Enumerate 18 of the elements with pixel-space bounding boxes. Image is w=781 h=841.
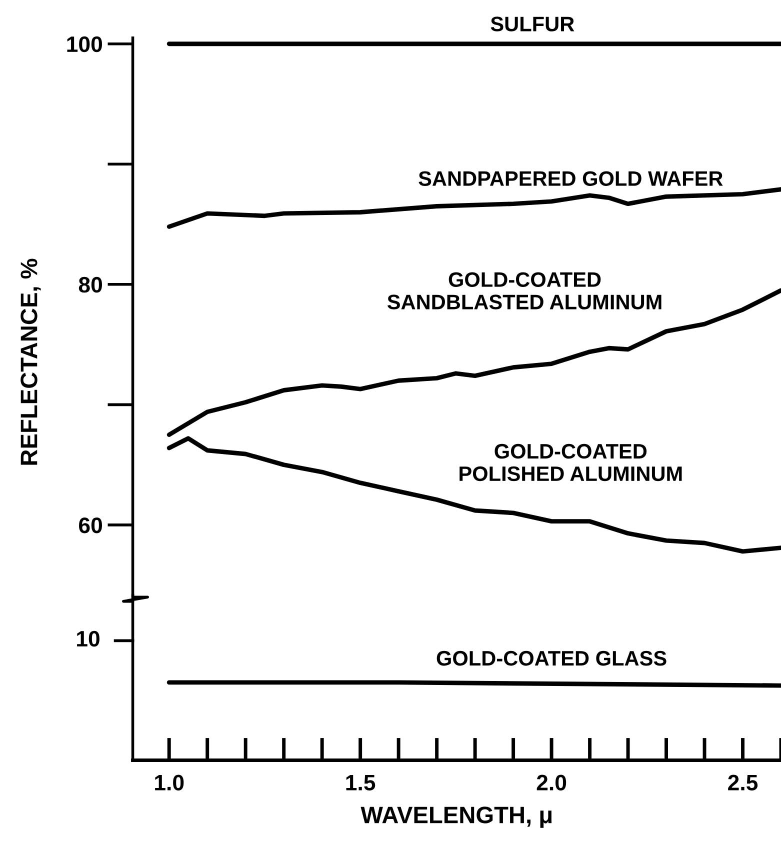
text: 10 (77, 630, 100, 647)
x-tick-label: 1.5 (346, 774, 376, 790)
y-tick-label: 80 (78, 276, 102, 293)
series-label: GOLD-COATED POLISHED ALUMINUM (460, 444, 682, 482)
series-label: SULFUR (490, 16, 574, 32)
y-tick-label: 60 (79, 517, 102, 534)
y-axis-title: REFLECTANCE, % (20, 258, 41, 465)
x-axis-title: WAVELENGTH, μ (360, 806, 552, 828)
y-tick-label: 100 (67, 36, 102, 52)
series-label: GOLD-COATED SANDBLASTED ALUMINUM (387, 272, 662, 310)
line-series (166, 288, 781, 437)
x-tick-label: 2.0 (536, 774, 566, 790)
x-tick-label: 1.0 (155, 774, 184, 790)
line-series (166, 436, 781, 554)
series-label: SANDPAPERED GOLD WAFER (418, 171, 723, 186)
x-tick-label: 2.5 (728, 774, 758, 790)
line-series (166, 187, 781, 229)
series-label: GOLD-COATED GLASS (436, 650, 666, 666)
